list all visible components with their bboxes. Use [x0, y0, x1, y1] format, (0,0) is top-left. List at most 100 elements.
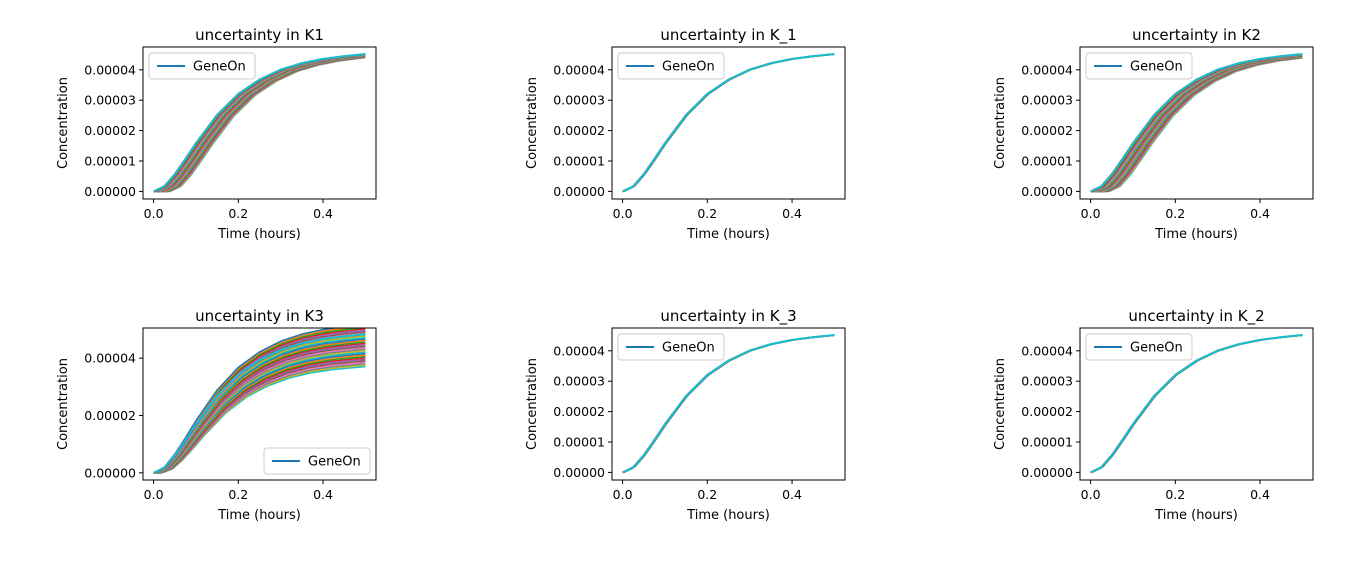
legend-box [617, 52, 725, 80]
y-tick-label: 0.00003 [553, 93, 605, 108]
x-axis-label: Time (hours) [686, 508, 770, 523]
x-axis-label: Time (hours) [686, 227, 770, 242]
axes-frame [1079, 327, 1314, 481]
x-axis-label: Time (hours) [1154, 508, 1238, 523]
legend-label: GeneOn [308, 455, 361, 470]
plot-area [153, 52, 366, 193]
legend-label: GeneOn [662, 341, 715, 356]
y-tick-label: 0.00003 [1021, 93, 1073, 108]
y-tick-label: 0.00001 [84, 154, 136, 169]
series-line-geneon [622, 52, 835, 193]
y-tick-label: 0.00003 [84, 93, 136, 108]
plot-area [1090, 333, 1303, 474]
legend-label: GeneOn [193, 60, 246, 75]
subplot-5: 0.0 0.2 0.4 0.00000 0.00001 0.00002 0.00003 0.0… [525, 307, 846, 523]
subplot-4: 0.0 0.2 0.4 0.00000 0.00002 0.00004 uncertaint… [56, 307, 377, 523]
legend: GeneOn [263, 447, 371, 475]
y-tick-label: 0.00002 [1021, 404, 1073, 419]
x-tick-label: 0.4 [1250, 487, 1270, 502]
y-tick-label: 0.00001 [553, 435, 605, 450]
axes-frame [611, 46, 846, 200]
chart-title: uncertainty in K_2 [1128, 307, 1264, 326]
x-tick-label: 0.2 [228, 487, 248, 502]
x-tick-label: 0.0 [613, 487, 633, 502]
x-tick-label: 0.4 [313, 206, 333, 221]
x-tick-label: 0.4 [782, 206, 802, 221]
legend-box [263, 447, 371, 475]
y-tick-label: 0.00001 [553, 154, 605, 169]
x-tick-label: 0.2 [697, 206, 717, 221]
y-axis-label: Concentration [56, 358, 71, 450]
y-tick-label: 0.00004 [553, 62, 605, 77]
y-axis-label: Concentration [56, 77, 71, 169]
legend-box [1085, 52, 1193, 80]
ensemble-line [153, 328, 341, 474]
legend-label: GeneOn [662, 60, 715, 75]
series-line-geneon [153, 52, 366, 193]
chart-title: uncertainty in K_3 [660, 307, 796, 326]
x-tick-label: 0.4 [1250, 206, 1270, 221]
x-axis-label: Time (hours) [217, 508, 301, 523]
y-axis-label: Concentration [993, 77, 1008, 169]
legend: GeneOn [617, 333, 725, 361]
chart-title: uncertainty in K1 [195, 26, 324, 44]
y-tick-label: 0.00001 [1021, 154, 1073, 169]
y-tick-label: 0.00004 [553, 343, 605, 358]
legend-label: GeneOn [1130, 60, 1183, 75]
y-tick-label: 0.00001 [1021, 435, 1073, 450]
x-tick-label: 0.4 [313, 487, 333, 502]
axes-frame [1079, 46, 1314, 200]
plot-area [622, 52, 835, 193]
subplot-2: 0.0 0.2 0.4 0.00000 0.00001 0.00002 0.00003 0.0… [525, 26, 846, 242]
legend-box [617, 333, 725, 361]
y-tick-label: 0.00000 [553, 465, 605, 480]
legend: GeneOn [617, 52, 725, 80]
x-axis-label: Time (hours) [217, 227, 301, 242]
y-axis-label: Concentration [993, 358, 1008, 450]
y-tick-label: 0.00000 [1021, 465, 1073, 480]
legend: GeneOn [1085, 333, 1193, 361]
x-tick-label: 0.2 [1165, 206, 1185, 221]
x-tick-label: 0.0 [613, 206, 633, 221]
y-tick-label: 0.00004 [1021, 62, 1073, 77]
plot-area [153, 328, 366, 474]
axes-frame [142, 46, 377, 200]
y-tick-label: 0.00002 [1021, 123, 1073, 138]
axes-frame [142, 327, 377, 481]
x-axis-label: Time (hours) [1154, 227, 1238, 242]
y-tick-label: 0.00002 [84, 123, 136, 138]
y-tick-label: 0.00002 [553, 123, 605, 138]
x-tick-label: 0.2 [1165, 487, 1185, 502]
y-axis-label: Concentration [525, 77, 540, 169]
chart-title: uncertainty in K_1 [660, 26, 796, 45]
y-tick-label: 0.00002 [84, 408, 136, 423]
x-tick-label: 0.0 [144, 487, 164, 502]
subplot-3: 0.0 0.2 0.4 0.00000 0.00001 0.00002 0.00003 0.0… [993, 26, 1314, 242]
y-tick-label: 0.00002 [553, 404, 605, 419]
series-line-geneon [153, 333, 366, 474]
series-line-geneon [1090, 333, 1303, 474]
plot-area [1090, 52, 1303, 193]
x-tick-label: 0.0 [1081, 487, 1101, 502]
legend-label: GeneOn [1130, 341, 1183, 356]
chart-title: uncertainty in K3 [195, 307, 324, 325]
legend-box [148, 52, 256, 80]
y-tick-label: 0.00004 [84, 62, 136, 77]
x-tick-label: 0.2 [697, 487, 717, 502]
y-tick-label: 0.00004 [84, 351, 136, 366]
axes-frame [611, 327, 846, 481]
subplot-1: 0.0 0.2 0.4 0.00000 0.00001 0.00002 0.00003 0.0… [56, 26, 377, 242]
legend: GeneOn [1085, 52, 1193, 80]
legend: GeneOn [148, 52, 256, 80]
series-line-geneon [622, 333, 835, 474]
y-tick-label: 0.00003 [553, 374, 605, 389]
y-tick-label: 0.00000 [553, 184, 605, 199]
x-tick-label: 0.4 [782, 487, 802, 502]
x-tick-label: 0.0 [144, 206, 164, 221]
chart-title: uncertainty in K2 [1132, 26, 1261, 44]
y-tick-label: 0.00003 [1021, 374, 1073, 389]
plot-area [622, 333, 835, 474]
subplot-6: 0.0 0.2 0.4 0.00000 0.00001 0.00002 0.00003 0.0… [993, 307, 1314, 523]
